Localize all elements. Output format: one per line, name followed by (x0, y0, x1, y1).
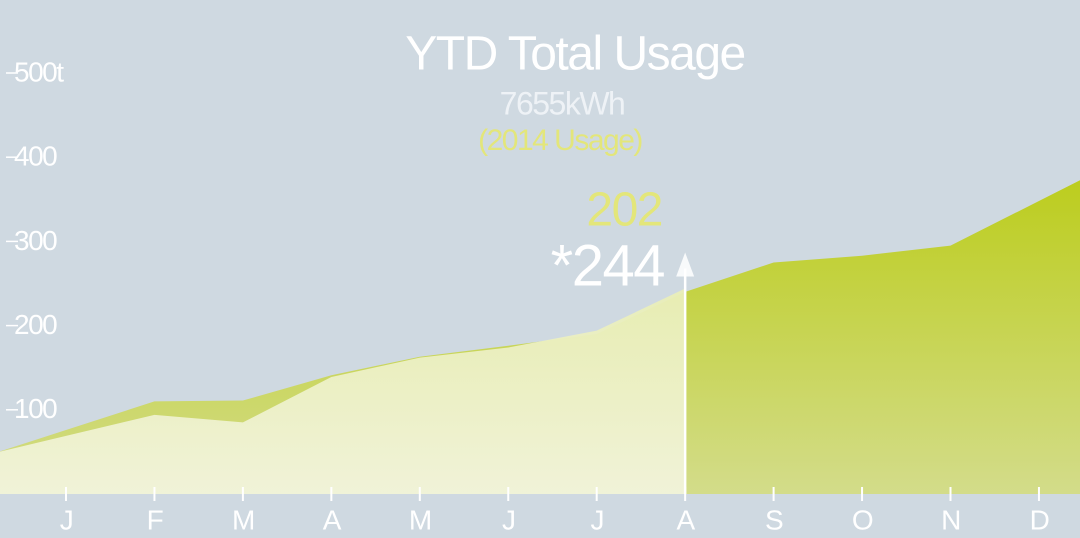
x-tick-label: A (677, 504, 696, 535)
annotation: 202 (586, 184, 662, 237)
x-tick-label: J (502, 504, 515, 535)
chart-title: YTD Total Usage (405, 28, 744, 81)
y-tick-label: 500t (14, 56, 64, 87)
y-tick-label: 200 (14, 309, 57, 340)
x-tick-label: O (852, 504, 873, 535)
x-tick-label: D (1030, 504, 1049, 535)
x-tick-label: A (323, 504, 342, 535)
subtitle: 7655kWh (500, 85, 625, 121)
x-tick-label: N (941, 504, 960, 535)
area (0, 288, 686, 494)
x-tick-label: J (590, 504, 603, 535)
y-tick-label: 400 (14, 141, 57, 172)
y-tick-label: 300 (14, 225, 57, 256)
x-tick-label: M (232, 504, 254, 535)
annotation: *244 (551, 233, 665, 298)
x-tick-label: F (147, 504, 163, 535)
subtitle-note: (2014 Usage) (478, 124, 642, 157)
x-tick-label: M (409, 504, 431, 535)
x-tick-label: S (765, 504, 783, 535)
marker-arrow (676, 252, 695, 277)
x-tick-label: J (60, 504, 73, 535)
y-tick-label: 100 (14, 393, 57, 424)
